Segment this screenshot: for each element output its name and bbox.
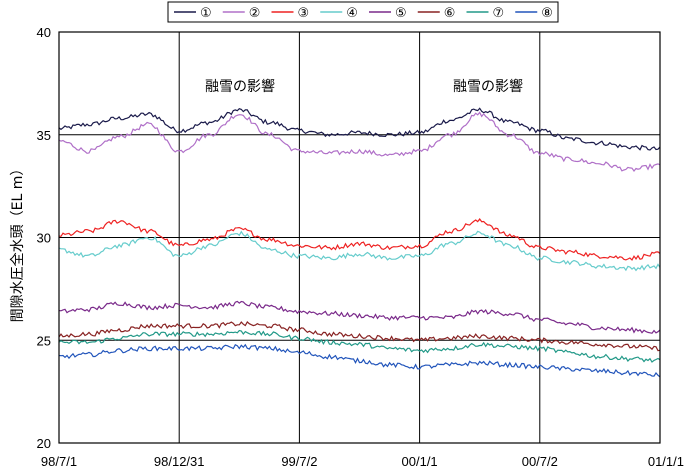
y-tick-label: 20 bbox=[37, 436, 51, 451]
series-line bbox=[58, 111, 661, 172]
y-axis-label: 間隙水圧全水頭（EL m） bbox=[9, 162, 26, 323]
annotation-label: 融雪の影響 bbox=[453, 78, 523, 95]
series-line bbox=[58, 300, 661, 334]
legend-label: ③ bbox=[298, 6, 310, 21]
series-line bbox=[58, 107, 661, 151]
series-line bbox=[58, 343, 661, 378]
x-tick-label: 01/1/1 bbox=[648, 454, 684, 469]
y-tick-label: 40 bbox=[37, 25, 51, 40]
x-tick-label: 98/12/31 bbox=[154, 454, 205, 469]
legend-label: ⑥ bbox=[444, 6, 456, 21]
series-line bbox=[58, 329, 661, 363]
annotation-label: 融雪の影響 bbox=[205, 78, 275, 95]
legend-label: ④ bbox=[346, 6, 358, 21]
plot-frame bbox=[58, 31, 661, 444]
legend-box bbox=[167, 1, 559, 23]
x-tick-label: 99/7/2 bbox=[281, 454, 317, 469]
legend-label: ⑦ bbox=[493, 6, 505, 21]
x-tick-label: 98/7/1 bbox=[41, 454, 77, 469]
legend-label: ② bbox=[249, 6, 261, 21]
y-tick-label: 30 bbox=[37, 231, 51, 246]
series-line bbox=[58, 230, 661, 272]
x-tick-label: 00/7/2 bbox=[522, 454, 558, 469]
legend-label: ⑧ bbox=[541, 6, 553, 21]
y-tick-label: 25 bbox=[37, 333, 51, 348]
legend-label: ① bbox=[200, 6, 212, 21]
x-tick-label: 00/1/1 bbox=[402, 454, 438, 469]
legend-label: ⑤ bbox=[395, 6, 407, 21]
series-line bbox=[58, 218, 661, 261]
y-tick-label: 35 bbox=[37, 128, 51, 143]
series-line bbox=[58, 320, 661, 352]
